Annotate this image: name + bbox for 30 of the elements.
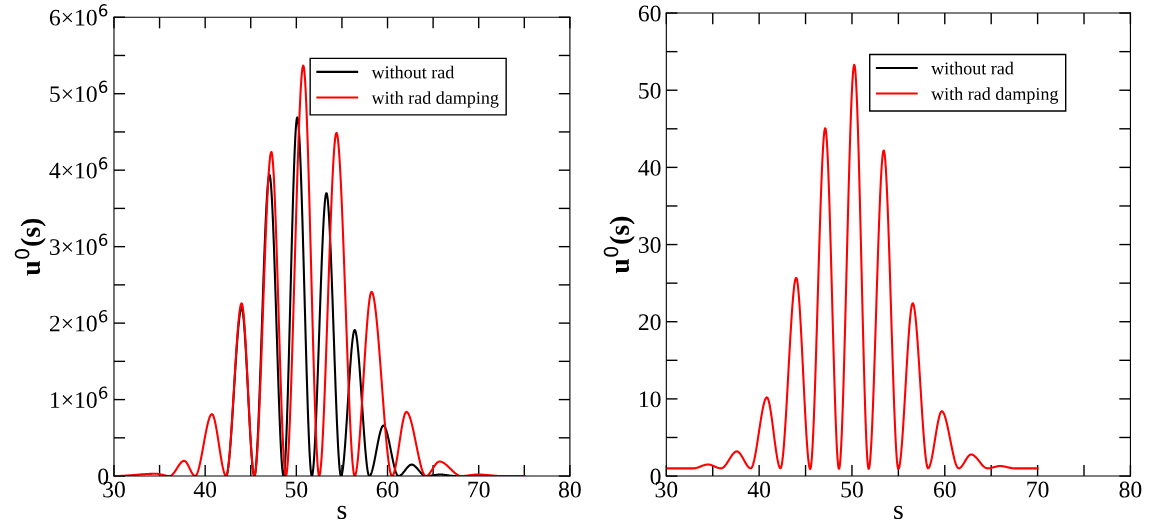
x-tick-label: 40 bbox=[193, 481, 217, 498]
legend-label: without rad bbox=[371, 65, 455, 79]
y-tick-label: 6×10$^{6}$ bbox=[49, 4, 108, 26]
legend-label: with rad damping bbox=[931, 87, 1059, 104]
x-axis-title: s bbox=[894, 505, 903, 520]
y-tick-label: 3×10$^{6}$ bbox=[50, 233, 108, 256]
y-tick-label: 20 bbox=[638, 314, 661, 331]
y-tick-label: 5×10$^{6}$ bbox=[50, 80, 108, 103]
x-tick-label: 50 bbox=[285, 481, 308, 498]
x-tick-label: 70 bbox=[468, 481, 490, 498]
y-axis-title: u$^{0}$(s) bbox=[14, 218, 46, 276]
y-tick-label: 30 bbox=[638, 237, 661, 253]
x-tick-label: 80 bbox=[558, 481, 581, 498]
y-tick-label: 10 bbox=[639, 391, 661, 408]
x-tick-label: 60 bbox=[933, 481, 956, 498]
x-tick-label: 80 bbox=[1119, 481, 1142, 498]
y-tick-label: 40 bbox=[638, 159, 661, 176]
x-tick-label: 70 bbox=[1027, 481, 1049, 498]
y-tick-label: 1×10$^{6}$ bbox=[50, 386, 108, 408]
x-axis-title: s bbox=[337, 505, 347, 520]
y-tick-label: 2×10$^{6}$ bbox=[49, 309, 108, 332]
y-tick-label: 60 bbox=[638, 5, 661, 22]
legend-label: without rad bbox=[931, 61, 1014, 75]
x-tick-label: 60 bbox=[376, 481, 399, 498]
x-tick-label: 50 bbox=[841, 481, 863, 498]
y-axis-title: u$^{0}$(s) bbox=[603, 216, 635, 274]
legend-label: with rad damping bbox=[371, 91, 499, 108]
x-tick-label: 40 bbox=[747, 481, 771, 498]
y-tick-label: 50 bbox=[639, 82, 661, 99]
y-tick-label: 4×10$^{6}$ bbox=[49, 157, 108, 179]
